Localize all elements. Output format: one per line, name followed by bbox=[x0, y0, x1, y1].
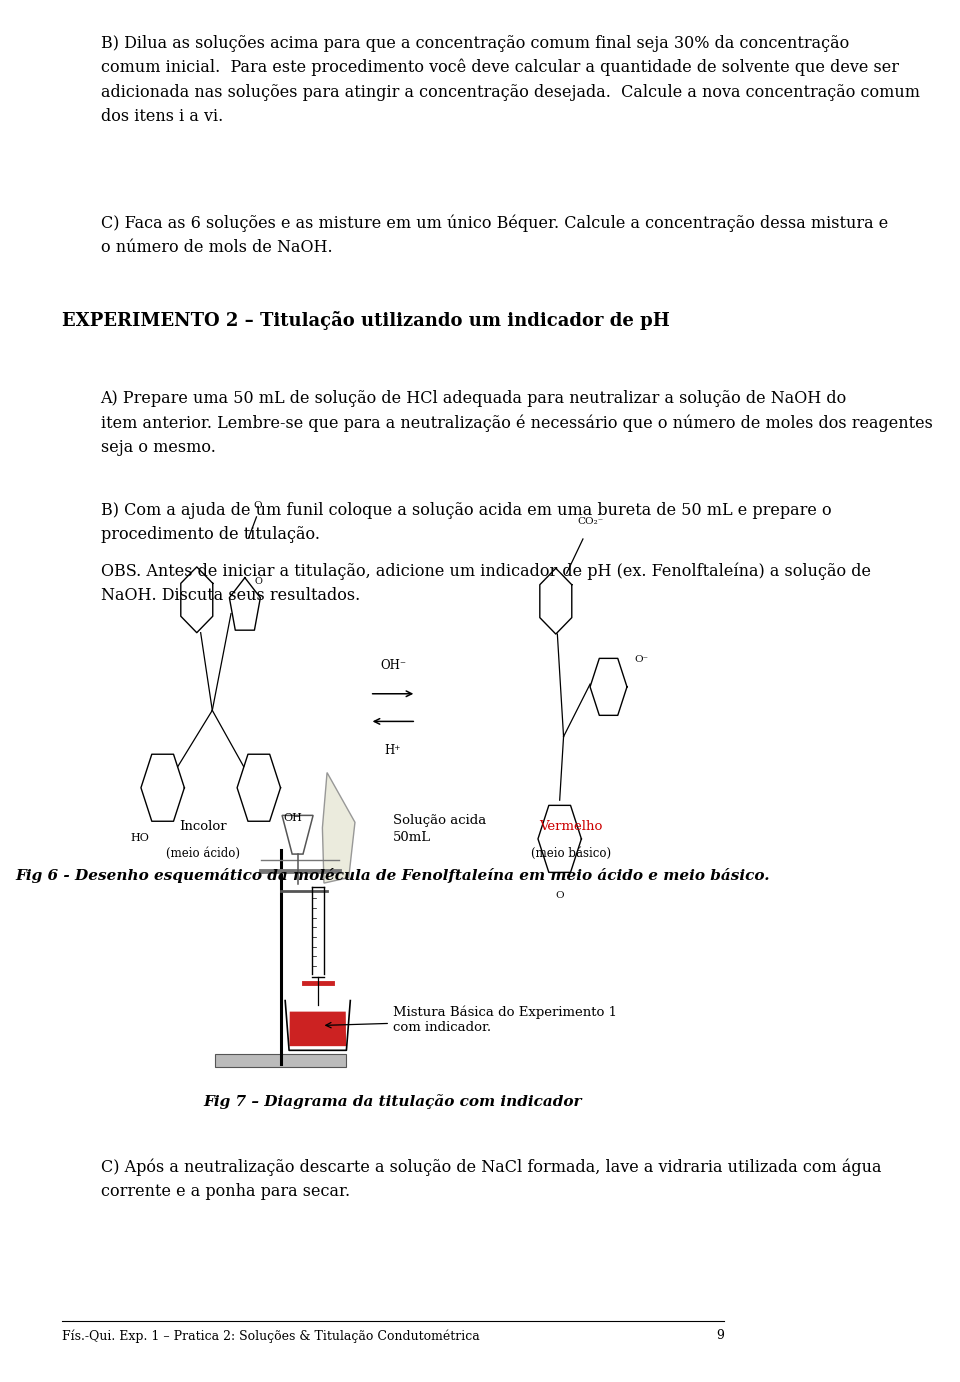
Polygon shape bbox=[215, 1054, 347, 1067]
Text: O: O bbox=[556, 891, 564, 901]
Polygon shape bbox=[289, 1012, 347, 1046]
Text: H⁺: H⁺ bbox=[385, 744, 401, 756]
Polygon shape bbox=[323, 773, 355, 883]
Text: O: O bbox=[253, 502, 262, 510]
Text: B) Dilua as soluções acima para que a concentração comum final seja 30% da conce: B) Dilua as soluções acima para que a co… bbox=[101, 35, 920, 124]
Text: O: O bbox=[254, 578, 263, 586]
Text: Fig 6 - Desenho esquemático da molécula de Fenolftaleína em meio ácido e meio bá: Fig 6 - Desenho esquemático da molécula … bbox=[15, 868, 770, 883]
Text: Fís.-Qui. Exp. 1 – Pratica 2: Soluções & Titulação Condutométrica: Fís.-Qui. Exp. 1 – Pratica 2: Soluções &… bbox=[61, 1329, 480, 1343]
Text: Fig 7 – Diagrama da titulação com indicador: Fig 7 – Diagrama da titulação com indica… bbox=[204, 1095, 582, 1110]
Text: O⁻: O⁻ bbox=[635, 655, 649, 663]
Text: A) Prepare uma 50 mL de solução de HCl adequada para neutralizar a solução de Na: A) Prepare uma 50 mL de solução de HCl a… bbox=[101, 390, 932, 456]
Text: HO: HO bbox=[130, 833, 149, 843]
Text: 9: 9 bbox=[716, 1329, 724, 1342]
Text: Solução acida
50mL: Solução acida 50mL bbox=[393, 814, 486, 844]
Text: OBS. Antes de iniciar a titulação, adicione um indicador de pH (ex. Fenolftaleín: OBS. Antes de iniciar a titulação, adici… bbox=[101, 562, 871, 604]
Text: OH⁻: OH⁻ bbox=[380, 659, 406, 672]
Text: (meio ácido): (meio ácido) bbox=[166, 847, 240, 860]
Text: EXPERIMENTO 2 – Titulação utilizando um indicador de pH: EXPERIMENTO 2 – Titulação utilizando um … bbox=[61, 311, 669, 330]
Text: C) Após a neutralização descarte a solução de NaCl formada, lave a vidraria util: C) Após a neutralização descarte a soluç… bbox=[101, 1158, 881, 1200]
Text: OH: OH bbox=[283, 814, 302, 824]
Text: Incolor: Incolor bbox=[180, 820, 227, 832]
Text: Mistura Básica do Experimento 1
com indicador.: Mistura Básica do Experimento 1 com indi… bbox=[325, 1006, 617, 1034]
Text: (meio básico): (meio básico) bbox=[531, 847, 612, 860]
Text: CO₂⁻: CO₂⁻ bbox=[578, 517, 604, 525]
Text: Vermelho: Vermelho bbox=[540, 820, 603, 832]
Text: B) Com a ajuda de um funil coloque a solução acida em uma bureta de 50 mL e prep: B) Com a ajuda de um funil coloque a sol… bbox=[101, 502, 831, 543]
Text: C) Faca as 6 soluções e as misture em um único Béquer. Calcule a concentração de: C) Faca as 6 soluções e as misture em um… bbox=[101, 214, 888, 256]
